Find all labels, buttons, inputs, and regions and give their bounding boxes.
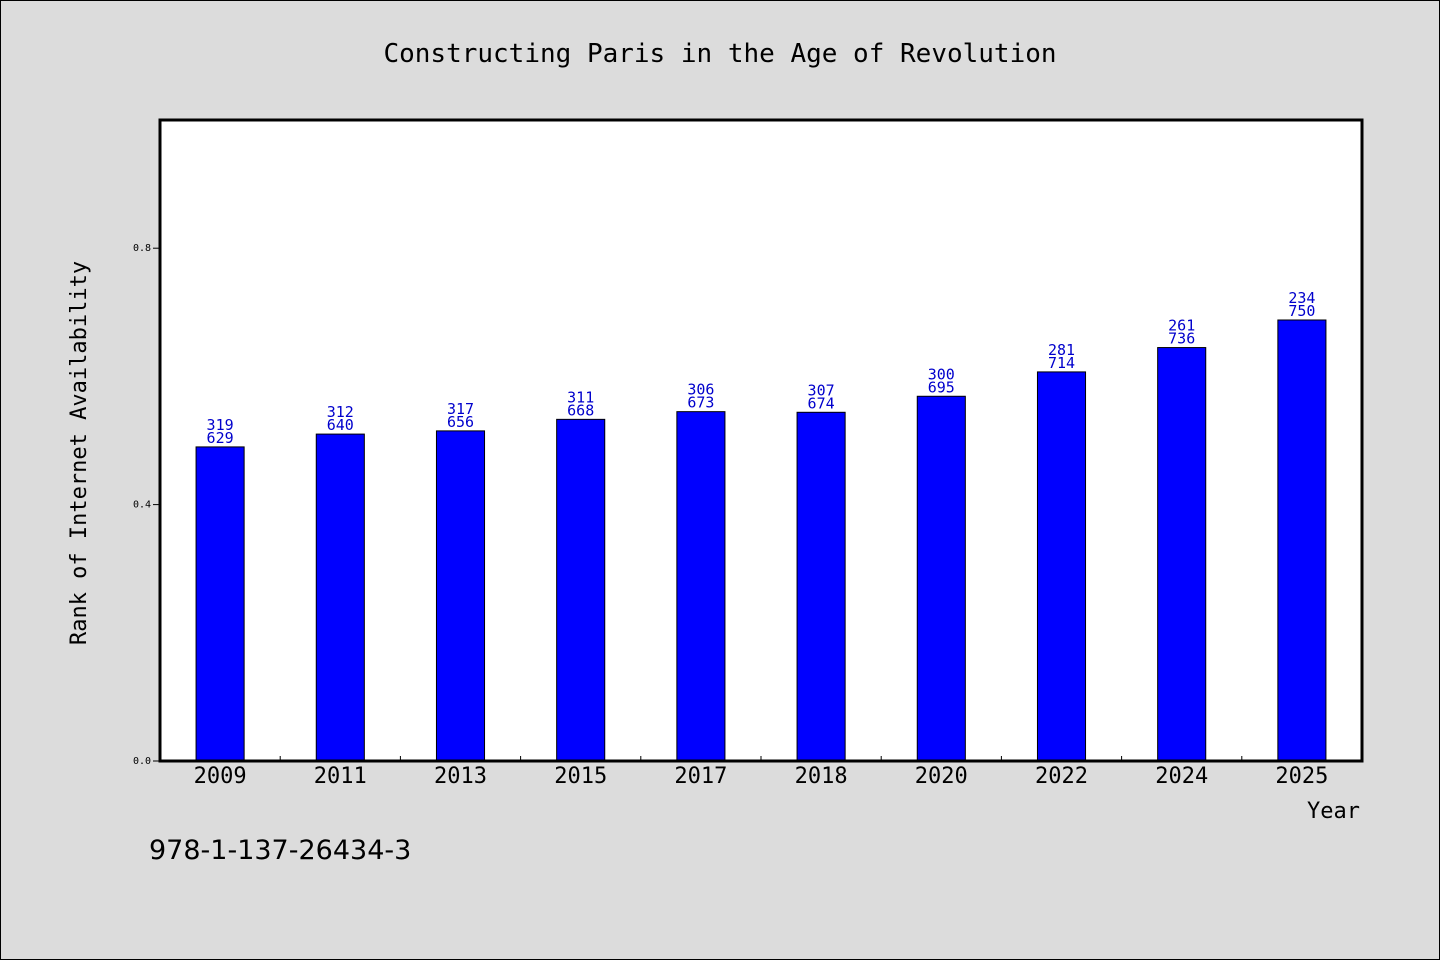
x-tick-label-2022: 2022 bbox=[1035, 764, 1088, 789]
data-label-bottom-2011: 640 bbox=[327, 416, 354, 434]
data-label-bottom-2025: 750 bbox=[1288, 302, 1315, 320]
data-label-top-2011: 312 bbox=[327, 403, 354, 421]
y-tick-label: 0.8 bbox=[133, 243, 151, 254]
x-tick-label-2025: 2025 bbox=[1275, 764, 1328, 789]
x-tick-label-2018: 2018 bbox=[795, 764, 848, 789]
isbn-label: 978-1-137-26434-3 bbox=[149, 835, 412, 866]
data-label-bottom-2020: 695 bbox=[928, 378, 955, 396]
data-label-bottom-2013: 656 bbox=[447, 413, 474, 431]
bar-2011 bbox=[315, 433, 365, 762]
bars-layer bbox=[195, 319, 1327, 762]
plot-border bbox=[158, 118, 1364, 763]
bar-2025 bbox=[1277, 319, 1327, 762]
data-label-bottom-2017: 673 bbox=[687, 394, 714, 412]
data-label-top-2024: 261 bbox=[1168, 317, 1195, 335]
x-axis-title: Year bbox=[1307, 799, 1360, 824]
bar-2009 bbox=[195, 446, 245, 762]
x-tick-label-2017: 2017 bbox=[674, 764, 727, 789]
x-tick-label-2009: 2009 bbox=[194, 764, 247, 789]
bar-2013 bbox=[435, 430, 486, 762]
data-label-top-2017: 306 bbox=[687, 381, 714, 399]
x-tick-label-2020: 2020 bbox=[915, 764, 968, 789]
bar-2015 bbox=[556, 418, 606, 762]
bar-2020 bbox=[916, 395, 966, 762]
bar-2024 bbox=[1157, 347, 1207, 762]
data-label-top-2022: 281 bbox=[1048, 341, 1075, 359]
x-tick-label-2013: 2013 bbox=[434, 764, 487, 789]
x-tick-label-2015: 2015 bbox=[554, 764, 607, 789]
y-axis: 0.0 0.4 0.8 bbox=[133, 243, 160, 767]
bar-2017 bbox=[676, 411, 726, 762]
data-label-top-2018: 307 bbox=[808, 381, 835, 399]
bar-2018 bbox=[796, 411, 846, 762]
data-label-bottom-2018: 674 bbox=[808, 394, 835, 412]
y-tick-label: 0.0 bbox=[133, 756, 151, 767]
data-label-top-2025: 234 bbox=[1288, 289, 1315, 307]
chart-title: Constructing Paris in the Age of Revolut… bbox=[383, 39, 1056, 69]
data-label-top-2020: 300 bbox=[928, 365, 955, 383]
x-axis: 2009 2011 2013 2015 2017 2018 2020 2022 2024 2025 bbox=[194, 756, 1328, 789]
data-label-top-2009: 319 bbox=[207, 416, 234, 434]
bar-2022 bbox=[1036, 371, 1087, 762]
y-axis-title: Rank of Internet Availability bbox=[67, 261, 92, 645]
data-label-top-2013: 317 bbox=[447, 400, 474, 418]
data-label-bottom-2024: 736 bbox=[1168, 330, 1195, 348]
data-label-bottom-2022: 714 bbox=[1048, 354, 1075, 372]
x-tick-label-2011: 2011 bbox=[314, 764, 367, 789]
data-label-bottom-2015: 668 bbox=[567, 401, 594, 419]
data-label-top-2015: 311 bbox=[567, 388, 594, 406]
y-tick-label: 0.4 bbox=[133, 500, 151, 511]
data-label-bottom-2009: 629 bbox=[207, 429, 234, 447]
x-tick-label-2024: 2024 bbox=[1155, 764, 1208, 789]
